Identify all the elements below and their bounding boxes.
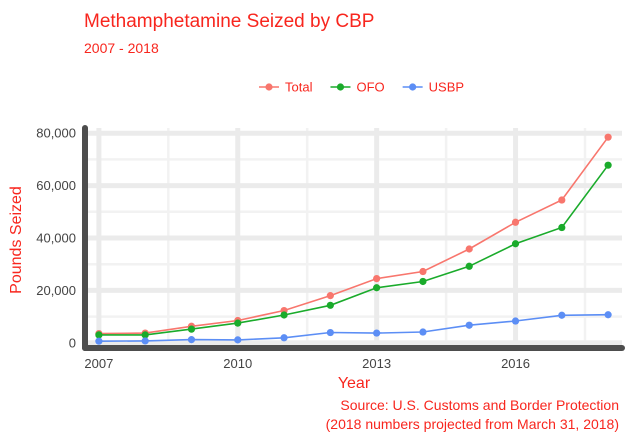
legend-label: USBP bbox=[429, 80, 464, 95]
y-tick-label: 80,000 bbox=[36, 126, 76, 141]
series-line-ofo bbox=[98, 164, 609, 336]
series-line-total bbox=[98, 136, 609, 335]
data-point-ofo bbox=[511, 240, 520, 248]
axes bbox=[82, 125, 625, 351]
y-tick-label: 40,000 bbox=[36, 231, 76, 246]
data-point-usbp bbox=[373, 329, 381, 337]
data-point-ofo bbox=[465, 262, 473, 270]
legend-swatch-point bbox=[336, 83, 345, 91]
data-point-total bbox=[511, 218, 520, 226]
y-tick-label: 60,000 bbox=[36, 178, 76, 193]
data-point-usbp bbox=[326, 328, 334, 337]
data-point-total bbox=[558, 196, 566, 204]
data-point-usbp bbox=[95, 337, 103, 345]
data-point-ofo bbox=[604, 161, 612, 169]
legend-item-total: Total bbox=[259, 80, 313, 95]
x-tick-label: 2007 bbox=[84, 356, 113, 371]
data-point-ofo bbox=[280, 311, 288, 319]
data-point-usbp bbox=[419, 328, 427, 336]
data-point-ofo bbox=[95, 331, 103, 339]
data-point-ofo bbox=[419, 277, 427, 286]
data-point-ofo bbox=[326, 301, 334, 309]
data-point-usbp bbox=[187, 336, 196, 344]
chart-subtitle: 2007 - 2018 bbox=[84, 40, 159, 56]
x-tick-label: 2010 bbox=[223, 356, 252, 371]
caption-note: (2018 numbers projected from March 31, 2… bbox=[326, 416, 619, 432]
data-point-ofo bbox=[141, 331, 149, 339]
caption-source: Source: U.S. Customs and Border Protecti… bbox=[340, 397, 619, 413]
data-point-usbp bbox=[465, 321, 473, 329]
y-tick-label: 20,000 bbox=[36, 283, 76, 298]
chart-title: Methamphetamine Seized by CBP bbox=[84, 11, 374, 32]
y-axis-title: Pounds Seized bbox=[8, 186, 25, 294]
data-point-usbp bbox=[558, 311, 566, 319]
y-tick-label: 0 bbox=[69, 335, 76, 350]
x-tick-label: 2016 bbox=[501, 356, 530, 371]
data-point-total bbox=[373, 274, 381, 283]
legend-item-usbp: USBP bbox=[402, 80, 464, 95]
data-point-usbp bbox=[280, 334, 288, 342]
data-point-usbp bbox=[604, 311, 612, 319]
legend-swatch-point bbox=[409, 83, 417, 91]
grid bbox=[85, 128, 622, 348]
data-point-total bbox=[604, 133, 612, 141]
data-point-ofo bbox=[558, 223, 566, 232]
series-line-usbp bbox=[98, 313, 609, 342]
series-group bbox=[95, 133, 612, 345]
x-axis-title: Year bbox=[338, 375, 371, 392]
data-point-ofo bbox=[373, 284, 381, 292]
data-point-total bbox=[465, 245, 473, 253]
data-point-total bbox=[419, 267, 427, 276]
tick-labels: 0 20,000 40,000 60,000 80,000 2007 2010 2013 201… bbox=[36, 126, 530, 371]
legend-item-ofo: OFO bbox=[330, 80, 385, 95]
data-point-ofo bbox=[234, 319, 242, 327]
legend-label: OFO bbox=[356, 80, 384, 95]
data-point-usbp bbox=[511, 317, 520, 325]
legend-swatch-point bbox=[265, 83, 273, 91]
data-point-ofo bbox=[187, 325, 196, 333]
legend: Total OFO USBP bbox=[259, 80, 464, 95]
data-point-usbp bbox=[141, 337, 149, 345]
data-point-usbp bbox=[234, 336, 242, 344]
x-tick-label: 2013 bbox=[362, 356, 391, 371]
data-point-total bbox=[326, 292, 334, 300]
legend-label: Total bbox=[285, 80, 313, 95]
